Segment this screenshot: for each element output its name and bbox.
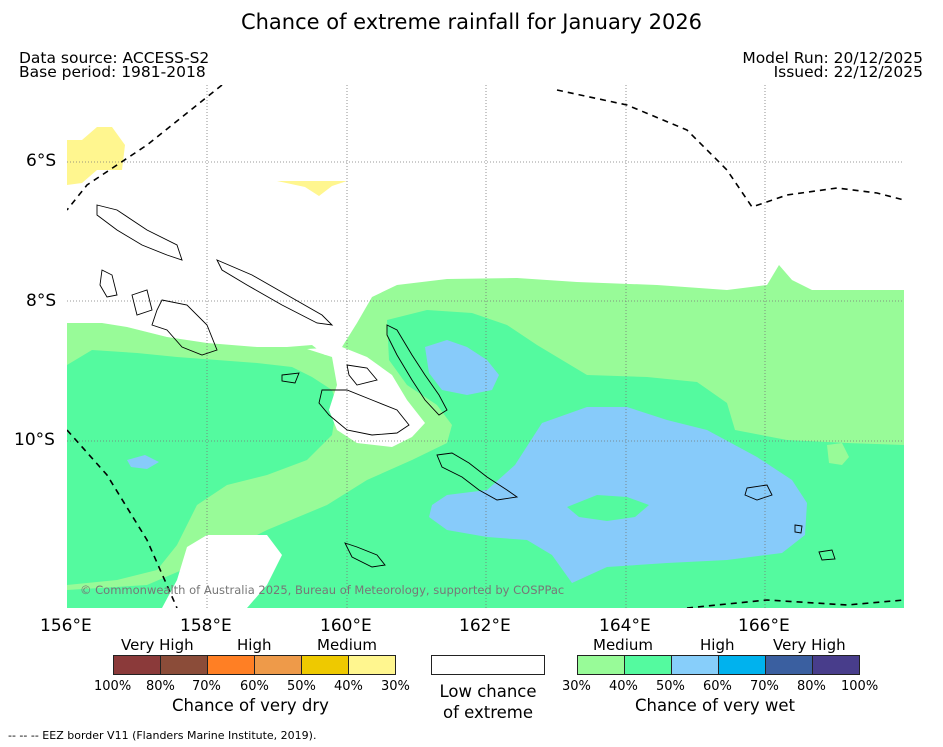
legend-dry-caption: Chance of very dry [172,696,329,715]
legend-dry-pct: 40% [334,679,363,694]
green-hole-in-blue [567,495,649,521]
small-blue-patch [127,455,159,469]
legend-wet-swatch-6 [812,655,860,675]
lon-label-156e: 156°E [40,616,92,636]
high-wet-region-a [67,350,337,585]
legend-dry-swatch-2 [160,655,208,675]
legend-wet-pct: 80% [797,679,826,694]
eez-border-note: -- -- -- EEZ border V11 (Flanders Marine… [8,729,317,742]
high-wet-patch [827,443,849,465]
legend-dry-pct: 50% [287,679,316,694]
legend-dry-pct: 60% [240,679,269,694]
lon-label-166e: 166°E [738,616,790,636]
issued-label: Issued: 22/12/2025 [773,63,923,81]
legend-dry-pct: 30% [381,679,410,694]
model-run-label: Model Run: 20/12/2025 [742,49,923,67]
islands [96,204,836,568]
legend-wet-pct: 50% [656,679,685,694]
legend-dry-medium: Medium [317,636,377,654]
eez-border [67,85,904,608]
legend-dry-pct: 80% [146,679,175,694]
legend-wet-medium: Medium [593,636,653,654]
legend-wet-very-high: Very High [773,636,846,654]
legend-dry-high: High [237,636,272,654]
legend-dry-swatch-4 [254,655,302,675]
very-wet-region-south [429,407,807,583]
gridlines [67,85,904,608]
medium-dry-region [67,127,125,185]
legend-wet-swatch-2 [624,655,672,675]
rainfall-map [67,85,904,608]
lon-label-162e: 162°E [459,616,511,636]
legend-wet-swatch-4 [718,655,766,675]
legend-low-caption-2: of extreme [442,703,534,722]
legend-dry-swatch-3 [207,655,255,675]
legend-wet-pct: 30% [562,679,591,694]
legend-dry-pct: 100% [94,679,132,694]
legend-wet-swatch-5 [765,655,813,675]
medium-dry-strip [277,181,347,196]
lon-label-164e: 164°E [599,616,651,636]
copyright-notice: © Commonwealth of Australia 2025, Bureau… [80,583,565,597]
low-chance-central [307,347,425,447]
legend-wet-pct: 70% [750,679,779,694]
legend-low-caption-1: Low chance [439,682,537,701]
legend-wet-pct: 40% [609,679,638,694]
base-period-label: Base period: 1981-2018 [19,63,206,81]
legend-wet-pct: 60% [703,679,732,694]
legend-wet-high: High [700,636,735,654]
legend-wet-swatch-1 [577,655,625,675]
very-wet-region-north [425,340,499,395]
lon-label-160e: 160°E [320,616,372,636]
legend-dry-swatch-5 [301,655,349,675]
legend-dry-swatch-1 [113,655,161,675]
legend-wet-caption: Chance of very wet [635,696,795,715]
lat-label-8s: 8°S [26,291,57,311]
lon-label-158e: 158°E [180,616,232,636]
chart-title: Chance of extreme rainfall for January 2… [240,10,703,34]
legend-dry-very-high: Very High [121,636,194,654]
legend-wet-swatch-3 [671,655,719,675]
legend-wet-pct: 100% [841,679,879,694]
lat-label-10s: 10°S [14,430,55,450]
legend-low-swatch [431,655,545,675]
lat-label-6s: 6°S [26,151,57,171]
legend-dry-swatch-6 [348,655,396,675]
data-source-label: Data source: ACCESS-S2 [19,49,210,67]
low-chance-south [162,535,282,608]
legend-dry-pct: 70% [192,679,221,694]
